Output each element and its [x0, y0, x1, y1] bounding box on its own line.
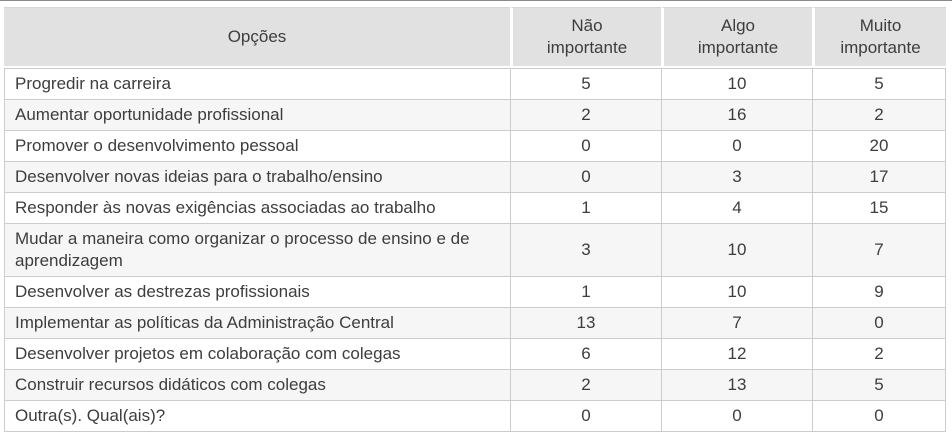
- option-cell: Desenvolver as destrezas profissionais: [4, 277, 510, 308]
- option-cell: Desenvolver novas ideias para o trabalho…: [4, 162, 510, 193]
- value-cell: 7: [661, 308, 812, 339]
- value-cell: 0: [510, 401, 661, 432]
- value-cell: 0: [812, 308, 946, 339]
- table-row: Responder às novas exigências associadas…: [4, 193, 946, 224]
- value-cell: 5: [812, 370, 946, 401]
- value-cell: 16: [661, 100, 812, 131]
- value-cell: 0: [510, 162, 661, 193]
- value-cell: 2: [812, 100, 946, 131]
- table-row: Implementar as políticas da Administraçã…: [4, 308, 946, 339]
- table-body: Progredir na carreira 5 10 5 Aumentar op…: [4, 68, 946, 432]
- table-row: Construir recursos didáticos com colegas…: [4, 370, 946, 401]
- value-cell: 0: [661, 401, 812, 432]
- value-cell: 0: [812, 401, 946, 432]
- value-cell: 12: [661, 339, 812, 370]
- column-header-nao-importante: Não importante: [510, 7, 661, 68]
- value-cell: 10: [661, 224, 812, 277]
- option-cell: Progredir na carreira: [4, 68, 510, 100]
- value-cell: 0: [661, 131, 812, 162]
- value-cell: 15: [812, 193, 946, 224]
- table-row: Desenvolver novas ideias para o trabalho…: [4, 162, 946, 193]
- table-header: Opções Não importante Algo importante Mu…: [4, 7, 946, 68]
- value-cell: 1: [510, 193, 661, 224]
- value-cell: 3: [661, 162, 812, 193]
- value-cell: 17: [812, 162, 946, 193]
- option-cell: Mudar a maneira como organizar o process…: [4, 224, 510, 277]
- value-cell: 2: [812, 339, 946, 370]
- option-cell: Promover o desenvolvimento pessoal: [4, 131, 510, 162]
- table-row: Aumentar oportunidade profissional 2 16 …: [4, 100, 946, 131]
- option-cell: Desenvolver projetos em colaboração com …: [4, 339, 510, 370]
- option-cell: Aumentar oportunidade profissional: [4, 100, 510, 131]
- value-cell: 4: [661, 193, 812, 224]
- column-header-algo-importante: Algo importante: [661, 7, 812, 68]
- table-row: Progredir na carreira 5 10 5: [4, 68, 946, 100]
- value-cell: 5: [812, 68, 946, 100]
- value-cell: 3: [510, 224, 661, 277]
- header-row: Opções Não importante Algo importante Mu…: [4, 7, 946, 68]
- value-cell: 2: [510, 370, 661, 401]
- value-cell: 9: [812, 277, 946, 308]
- table-row: Promover o desenvolvimento pessoal 0 0 2…: [4, 131, 946, 162]
- column-header-opcoes: Opções: [4, 7, 510, 68]
- option-cell: Construir recursos didáticos com colegas: [4, 370, 510, 401]
- option-cell: Responder às novas exigências associadas…: [4, 193, 510, 224]
- survey-results-table: Opções Não importante Algo importante Mu…: [4, 7, 946, 432]
- value-cell: 1: [510, 277, 661, 308]
- value-cell: 10: [661, 277, 812, 308]
- table-row: Desenvolver as destrezas profissionais 1…: [4, 277, 946, 308]
- column-header-muito-importante: Muito importante: [812, 7, 946, 68]
- value-cell: 20: [812, 131, 946, 162]
- value-cell: 6: [510, 339, 661, 370]
- value-cell: 10: [661, 68, 812, 100]
- value-cell: 13: [510, 308, 661, 339]
- value-cell: 0: [510, 131, 661, 162]
- value-cell: 2: [510, 100, 661, 131]
- option-cell: Implementar as políticas da Administraçã…: [4, 308, 510, 339]
- table-row: Desenvolver projetos em colaboração com …: [4, 339, 946, 370]
- value-cell: 13: [661, 370, 812, 401]
- value-cell: 5: [510, 68, 661, 100]
- table-row: Outra(s). Qual(ais)? 0 0 0: [4, 401, 946, 432]
- table-row: Mudar a maneira como organizar o process…: [4, 224, 946, 277]
- top-divider-rule: [0, 0, 952, 1]
- option-cell: Outra(s). Qual(ais)?: [4, 401, 510, 432]
- value-cell: 7: [812, 224, 946, 277]
